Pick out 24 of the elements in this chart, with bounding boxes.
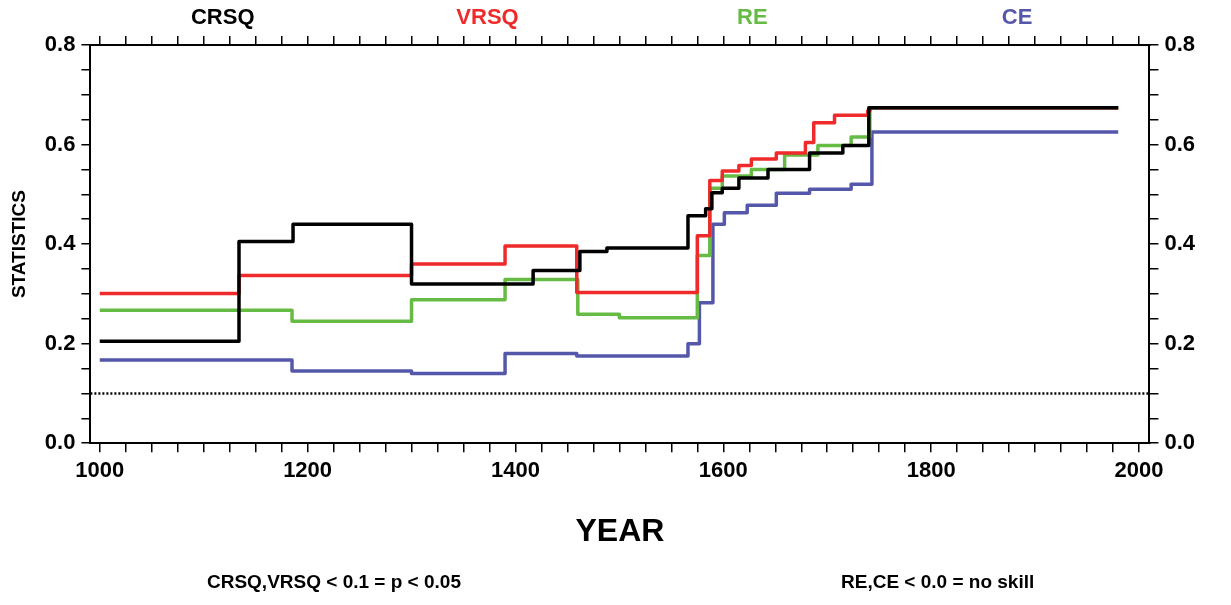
y-tick-label: 0.0 bbox=[44, 429, 76, 455]
text: RE,CE < 0.0 = no skill bbox=[840, 571, 1035, 593]
y-tick-label: 0.4 bbox=[44, 230, 77, 256]
y-axis-title: STATISTICS bbox=[7, 190, 29, 299]
x-tick-label: 1200 bbox=[283, 457, 333, 483]
x-tick-label: 1400 bbox=[490, 457, 540, 483]
x-tick-label: 1800 bbox=[906, 457, 956, 483]
y2-tick-label: 0.4 bbox=[1164, 230, 1196, 256]
x-tick-label: 1600 bbox=[698, 457, 748, 483]
text: VRSQ bbox=[456, 4, 519, 30]
x-axis-title: YEAR bbox=[575, 511, 665, 548]
y2-tick-label: 0.0 bbox=[1164, 429, 1196, 455]
x-tick-label: 1000 bbox=[75, 457, 125, 483]
y-tick-label: 0.6 bbox=[44, 130, 76, 156]
y-tick-label: 0.8 bbox=[44, 31, 76, 57]
x-tick-label: 2000 bbox=[1114, 457, 1164, 483]
text: CRSQ,VRSQ < 0.1 = p < 0.05 bbox=[206, 571, 462, 593]
text: RE bbox=[737, 4, 768, 30]
y-tick-label: 0.2 bbox=[44, 329, 76, 355]
text: CE bbox=[1001, 4, 1033, 30]
text: CRSQ bbox=[190, 4, 255, 30]
y2-tick-label: 0.8 bbox=[1164, 31, 1196, 57]
y2-tick-label: 0.2 bbox=[1164, 329, 1196, 355]
y2-tick-label: 0.6 bbox=[1164, 130, 1196, 156]
